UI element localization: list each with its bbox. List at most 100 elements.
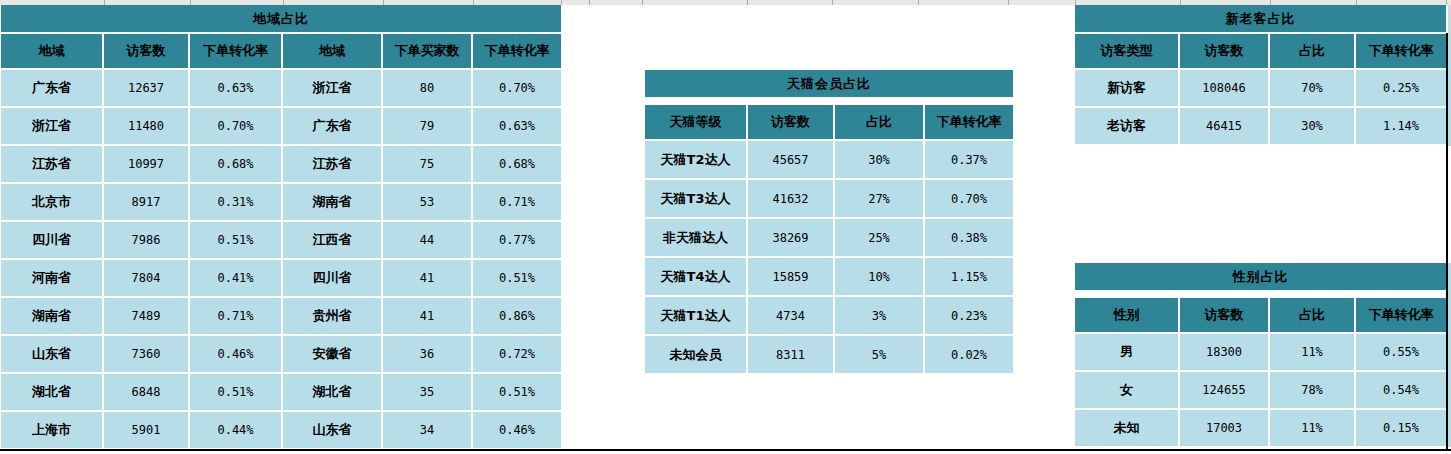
table-cell[interactable]: 安徽省	[283, 336, 381, 372]
table-cell[interactable]: 75	[383, 146, 471, 182]
table-cell[interactable]: 河南省	[1, 260, 102, 296]
table-cell[interactable]: 天猫T3达人	[645, 180, 746, 217]
header-cell[interactable]: 占比	[1270, 34, 1354, 68]
table-cell[interactable]: 天猫T4达人	[645, 258, 746, 295]
table-cell[interactable]: 11%	[1270, 410, 1354, 446]
table-cell[interactable]: 0.72%	[473, 336, 561, 372]
table-cell[interactable]: 38269	[748, 219, 833, 256]
header-cell[interactable]: 下单转化率	[1356, 34, 1446, 68]
table-cell[interactable]: 广东省	[283, 108, 381, 144]
table-cell[interactable]: 11%	[1270, 334, 1354, 370]
table-cell[interactable]: 浙江省	[283, 70, 381, 106]
table-cell[interactable]: 12637	[104, 70, 188, 106]
table-cell[interactable]: 0.44%	[190, 412, 281, 448]
table-cell[interactable]: 27%	[835, 180, 923, 217]
table-cell[interactable]: 0.71%	[473, 184, 561, 220]
table-cell[interactable]: 4734	[748, 297, 833, 334]
header-cell[interactable]: 占比	[1270, 298, 1354, 332]
table-cell[interactable]: 18300	[1180, 334, 1268, 370]
header-cell[interactable]: 访客数	[1180, 298, 1268, 332]
table-cell[interactable]: 0.70%	[925, 180, 1013, 217]
table-cell[interactable]: 贵州省	[283, 298, 381, 334]
header-cell[interactable]: 占比	[835, 105, 923, 139]
table-cell[interactable]: 0.51%	[473, 374, 561, 410]
table-cell[interactable]: 41	[383, 298, 471, 334]
header-cell[interactable]: 地域	[283, 34, 381, 68]
table-cell[interactable]: 3%	[835, 297, 923, 334]
header-cell[interactable]: 下单转化率	[1356, 298, 1446, 332]
table-cell[interactable]: 女	[1075, 372, 1178, 408]
table-cell[interactable]: 湖南省	[1, 298, 102, 334]
table-cell[interactable]: 四川省	[283, 260, 381, 296]
table-cell[interactable]: 17003	[1180, 410, 1268, 446]
table-cell[interactable]: 44	[383, 222, 471, 258]
table-cell[interactable]: 0.46%	[190, 336, 281, 372]
table-cell[interactable]: 老访客	[1075, 108, 1178, 144]
table-cell[interactable]: 1.15%	[925, 258, 1013, 295]
table-cell[interactable]: 0.68%	[473, 146, 561, 182]
table-cell[interactable]: 湖北省	[283, 374, 381, 410]
table-cell[interactable]: 6848	[104, 374, 188, 410]
table-cell[interactable]: 8311	[748, 336, 833, 373]
table-cell[interactable]: 上海市	[1, 412, 102, 448]
table-cell[interactable]: 0.51%	[190, 222, 281, 258]
table-cell[interactable]: 108046	[1180, 70, 1268, 106]
header-cell[interactable]: 天猫等级	[645, 105, 746, 139]
table-cell[interactable]: 46415	[1180, 108, 1268, 144]
table-cell[interactable]: 7986	[104, 222, 188, 258]
table-cell[interactable]: 0.31%	[190, 184, 281, 220]
table-cell[interactable]: 山东省	[283, 412, 381, 448]
table-cell[interactable]: 天猫T1达人	[645, 297, 746, 334]
table-cell[interactable]: 0.77%	[473, 222, 561, 258]
table-cell[interactable]: 0.02%	[925, 336, 1013, 373]
header-cell[interactable]: 下单转化率	[925, 105, 1013, 139]
table-cell[interactable]: 41	[383, 260, 471, 296]
table-cell[interactable]: 湖北省	[1, 374, 102, 410]
table-cell[interactable]: 0.51%	[473, 260, 561, 296]
table-cell[interactable]: 0.70%	[473, 70, 561, 106]
table-cell[interactable]: 80	[383, 70, 471, 106]
table-cell[interactable]: 35	[383, 374, 471, 410]
table-cell[interactable]: 0.63%	[190, 70, 281, 106]
table-cell[interactable]: 7360	[104, 336, 188, 372]
table-cell[interactable]: 0.41%	[190, 260, 281, 296]
table-cell[interactable]: 30%	[1270, 108, 1354, 144]
table-cell[interactable]: 0.46%	[473, 412, 561, 448]
header-cell[interactable]: 访客类型	[1075, 34, 1178, 68]
table-cell[interactable]: 0.86%	[473, 298, 561, 334]
table-cell[interactable]: 70%	[1270, 70, 1354, 106]
header-cell[interactable]: 访客数	[104, 34, 188, 68]
table-cell[interactable]: 15859	[748, 258, 833, 295]
header-cell[interactable]: 地域	[1, 34, 102, 68]
table-cell[interactable]: 124655	[1180, 372, 1268, 408]
header-cell[interactable]: 性别	[1075, 298, 1178, 332]
table-cell[interactable]: 江西省	[283, 222, 381, 258]
table-cell[interactable]: 8917	[104, 184, 188, 220]
table-cell[interactable]: 7804	[104, 260, 188, 296]
header-cell[interactable]: 下单转化率	[473, 34, 561, 68]
table-cell[interactable]: 广东省	[1, 70, 102, 106]
table-cell[interactable]: 0.68%	[190, 146, 281, 182]
table-cell[interactable]: 0.54%	[1356, 372, 1446, 408]
table-cell[interactable]: 新访客	[1075, 70, 1178, 106]
table-cell[interactable]: 山东省	[1, 336, 102, 372]
table-cell[interactable]: 0.23%	[925, 297, 1013, 334]
table-cell[interactable]: 湖南省	[283, 184, 381, 220]
table-cell[interactable]: 78%	[1270, 372, 1354, 408]
header-cell[interactable]: 下单转化率	[190, 34, 281, 68]
table-cell[interactable]: 0.71%	[190, 298, 281, 334]
table-cell[interactable]: 未知会员	[645, 336, 746, 373]
header-cell[interactable]: 访客数	[1180, 34, 1268, 68]
table-cell[interactable]: 45657	[748, 141, 833, 178]
table-cell[interactable]: 江苏省	[283, 146, 381, 182]
header-cell[interactable]: 访客数	[748, 105, 833, 139]
table-cell[interactable]: 男	[1075, 334, 1178, 370]
table-cell[interactable]: 浙江省	[1, 108, 102, 144]
table-cell[interactable]: 0.55%	[1356, 334, 1446, 370]
table-cell[interactable]: 11480	[104, 108, 188, 144]
table-cell[interactable]: 0.63%	[473, 108, 561, 144]
table-cell[interactable]: 7489	[104, 298, 188, 334]
table-cell[interactable]: 30%	[835, 141, 923, 178]
table-cell[interactable]: 10%	[835, 258, 923, 295]
table-cell[interactable]: 非天猫达人	[645, 219, 746, 256]
